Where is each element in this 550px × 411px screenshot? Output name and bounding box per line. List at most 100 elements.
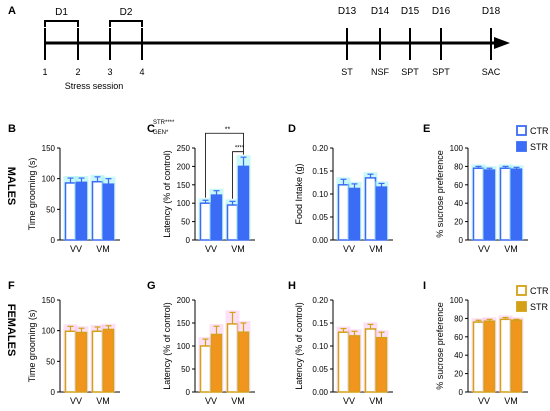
bar-ctr — [364, 328, 377, 393]
y-tick-label: 200 — [177, 296, 191, 305]
y-tick-label: 0.10 — [312, 190, 328, 199]
day-label: D16 — [432, 6, 451, 17]
y-tick-label: 100 — [42, 327, 56, 336]
bar-ctr — [472, 167, 485, 241]
bar-str — [510, 319, 523, 393]
bar-ctr — [199, 202, 212, 241]
significance-bracket — [205, 132, 244, 198]
day-label: D14 — [371, 6, 390, 17]
period-bracket — [44, 20, 79, 27]
bar-ctr — [226, 204, 239, 241]
tick-label: SPT — [432, 67, 450, 77]
panel-letter: I — [423, 280, 426, 292]
stat-annotation: **** — [235, 146, 245, 152]
bar-str — [102, 328, 115, 393]
y-tick-label: 0.15 — [312, 167, 328, 176]
y-tick-label: 150 — [42, 296, 56, 305]
bar-ctr — [499, 167, 512, 241]
y-axis-label: Time grooming (s) — [27, 158, 37, 231]
tick-label: SPT — [401, 67, 419, 77]
bar-str — [210, 194, 223, 241]
tick-label: SAC — [482, 67, 501, 77]
bar-str — [237, 331, 250, 393]
y-axis-label: Latency (% of control) — [162, 302, 172, 390]
period-label: D1 — [55, 7, 68, 18]
y-tick-label: 0 — [51, 388, 56, 397]
bar-ctr — [337, 184, 350, 241]
bar-ctr — [64, 182, 77, 241]
y-tick-label: 0.20 — [312, 296, 328, 305]
legend-label: CTR — [530, 126, 549, 136]
timeline-panel: A D1 D2 1 2 3 4 D13 ST D14 NSF D15 SPT D16 SPT D18 SAC St… — [8, 5, 510, 91]
y-tick-label: 250 — [177, 144, 191, 153]
y-tick-label: 0.20 — [312, 144, 328, 153]
bar-ctr — [199, 345, 212, 393]
y-tick-label: 50 — [181, 218, 190, 227]
bar-ctr — [364, 177, 377, 241]
legend-swatch-ctr — [516, 285, 527, 296]
y-tick-label: 0.00 — [312, 388, 328, 397]
tick-label: 4 — [139, 67, 144, 77]
y-tick-label: 20 — [454, 370, 463, 379]
row-label-females: FEMALES — [5, 304, 17, 357]
y-tick-label: 50 — [46, 357, 55, 366]
bar-ctr — [337, 331, 350, 393]
chart-panel-e: E 0 20 40 60 80 100 % sucrose preference VV VM — [423, 123, 528, 254]
legend-label: CTR — [530, 286, 549, 296]
panel-letter: F — [8, 280, 15, 292]
chart-panel-i: I 0 20 40 60 80 100 % sucrose preference VV VM — [423, 280, 528, 406]
chart-panel-b: B 0 50 100 150 Time grooming (s) VV VM — [8, 123, 120, 254]
bar-str — [348, 187, 361, 241]
bar-ctr — [499, 318, 512, 393]
bar-ctr — [64, 330, 77, 393]
legend-swatch-str — [516, 141, 527, 152]
y-tick-label: 80 — [454, 162, 463, 171]
chart-panel-g: G 0 50 100 150 200 Latency (% of control) VV VM — [147, 280, 255, 406]
arrow-head-icon — [494, 37, 510, 49]
panel-letter: E — [423, 123, 430, 135]
bar-str — [210, 333, 223, 393]
bar-str — [237, 165, 250, 241]
x-tick-label: VM — [96, 244, 110, 254]
chart-panel-h: H 0.00 0.05 0.10 0.15 0.20 Latency (% of contr… — [288, 280, 393, 406]
x-tick-label: VV — [343, 396, 355, 406]
x-tick-label: VV — [478, 244, 490, 254]
tick-label: 2 — [75, 67, 80, 77]
bar-ctr — [91, 330, 104, 393]
x-tick-label: VV — [478, 396, 490, 406]
y-tick-label: 0 — [51, 236, 56, 245]
panel-letter: C — [147, 123, 155, 135]
legend-swatch-str — [516, 301, 527, 312]
y-tick-label: 100 — [177, 199, 191, 208]
x-tick-label: VM — [504, 244, 518, 254]
y-tick-label: 0.00 — [312, 236, 328, 245]
y-tick-label: 20 — [454, 218, 463, 227]
bar-ctr — [91, 180, 104, 241]
chart-panel-c: C 0 50 100 150 200 250 Latency (% of control) VV… — [147, 120, 255, 254]
y-tick-label: 0 — [186, 236, 191, 245]
day-label: D18 — [482, 6, 501, 17]
stat-annotation: ** — [225, 126, 231, 133]
x-tick-label: VM — [96, 396, 110, 406]
stress-session-label: Stress session — [65, 81, 124, 91]
stat-annotation: GEN* — [153, 130, 169, 136]
tick-label: ST — [341, 67, 353, 77]
y-tick-label: 100 — [177, 342, 191, 351]
y-tick-label: 150 — [42, 144, 56, 153]
day-label: D15 — [401, 6, 420, 17]
tick-label: 1 — [42, 67, 47, 77]
legends: CTR STR CTR STR — [516, 125, 549, 312]
y-tick-label: 50 — [46, 205, 55, 214]
x-tick-label: VV — [205, 396, 217, 406]
y-tick-label: 150 — [177, 181, 191, 190]
y-tick-label: 0.10 — [312, 342, 328, 351]
x-tick-label: VV — [343, 244, 355, 254]
x-tick-label: VM — [369, 244, 383, 254]
x-tick-label: VM — [504, 396, 518, 406]
tick-label: 3 — [107, 67, 112, 77]
x-tick-label: VM — [231, 244, 245, 254]
x-tick-label: VV — [70, 396, 82, 406]
stat-annotation: STR**** — [153, 120, 175, 126]
x-tick-label: VM — [231, 396, 245, 406]
